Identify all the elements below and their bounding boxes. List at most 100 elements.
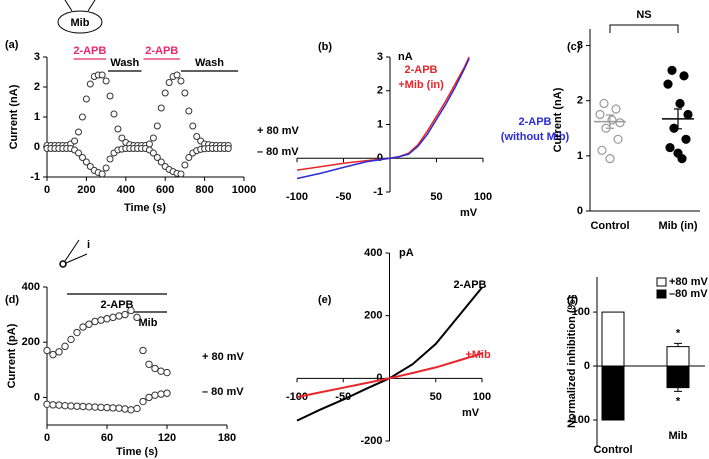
data-point: [97, 403, 105, 412]
data-point: [121, 310, 129, 319]
data-point: [85, 320, 93, 328]
bar: [601, 365, 625, 421]
data-point: [185, 154, 193, 161]
legend-swatch: [656, 289, 667, 299]
x-tick-label: 400: [117, 184, 135, 196]
y-axis-label: Normalized inhibition (%): [566, 296, 578, 428]
data-point: [106, 92, 114, 100]
period-label: Wash: [110, 57, 139, 69]
data-point: [149, 149, 157, 157]
data-point: [127, 306, 135, 315]
y-axis-label: Current (nA): [552, 87, 564, 152]
y-tick-label: 200: [364, 310, 382, 322]
y-tick-label: 0: [377, 152, 383, 164]
y-tick-label: 100: [572, 306, 590, 318]
data-point: [615, 118, 625, 128]
data-point: [61, 342, 69, 351]
series-label: – 80 mV: [257, 146, 299, 158]
data-point: [145, 360, 153, 368]
x-unit: mV: [460, 207, 478, 219]
data-point: [189, 122, 197, 130]
icon-label: Mib: [71, 17, 90, 29]
data-point: [149, 134, 157, 142]
data-point: [599, 98, 609, 109]
data-point: [153, 154, 161, 161]
data-point: [133, 313, 141, 322]
data-point: [145, 393, 153, 402]
data-point: [139, 397, 147, 406]
y-tick-label: 0: [34, 141, 40, 153]
y-tick-label: 1: [377, 118, 383, 130]
x-tick-label: 100: [474, 191, 492, 203]
x-axis-label: Time (s): [124, 202, 166, 214]
y-unit: nA: [398, 51, 413, 63]
data-point: [102, 164, 110, 172]
y-tick-label: 1: [577, 150, 583, 162]
data-point: [82, 95, 90, 103]
annotation: NS: [636, 9, 651, 21]
data-point: [43, 400, 51, 408]
significance: *: [676, 327, 681, 339]
data-point: [78, 154, 86, 161]
panel-label: (c): [567, 41, 581, 53]
data-point: [43, 346, 51, 355]
data-point: [86, 80, 94, 88]
x-tick-label: -50: [335, 391, 351, 403]
data-point: [109, 404, 117, 412]
data-point: [613, 134, 623, 144]
x-tick-label: -50: [336, 191, 352, 203]
panel-label: (d): [5, 294, 19, 306]
y-tick-label: 0: [376, 372, 382, 384]
data-point: [98, 170, 106, 178]
y-tick-label: 0: [34, 391, 40, 403]
error-bar: [674, 387, 682, 392]
y-unit: pA: [399, 247, 414, 259]
y-tick-label: 2: [34, 81, 40, 93]
panel-label: (f): [567, 294, 578, 306]
legend-swatch: [656, 277, 667, 287]
data-point: [98, 71, 106, 79]
data-point: [193, 133, 201, 140]
data-point: [163, 368, 171, 377]
data-point: [161, 89, 169, 97]
data-point: [157, 390, 165, 398]
y-tick-label: 400: [22, 281, 40, 293]
data-point: [102, 77, 110, 85]
legend-label: –80 mV: [669, 288, 708, 300]
y-tick-label: -1: [373, 186, 383, 198]
x-tick-label: 120: [158, 432, 176, 444]
error-bar: [674, 342, 682, 347]
data-point: [665, 142, 675, 153]
series-label: +Mib (in): [398, 79, 444, 91]
data-point: [71, 137, 79, 145]
data-point: [114, 125, 122, 133]
data-point: [663, 79, 673, 89]
y-tick-label: 1: [34, 111, 40, 123]
data-point: [79, 323, 87, 331]
iv-curve: [296, 56, 470, 171]
panel-label: (b): [318, 41, 332, 53]
period-label: 2-APB: [145, 45, 178, 57]
data-point: [177, 170, 185, 178]
data-point: [181, 89, 189, 97]
period-label: 2-APB: [100, 299, 133, 311]
y-tick-label: -100: [568, 414, 590, 426]
data-point: [97, 316, 105, 324]
data-point: [181, 161, 189, 169]
y-axis-label: Current (pA): [6, 323, 18, 388]
series-label: +Mib: [465, 349, 491, 361]
y-axis-label: Current (nA): [8, 84, 20, 149]
data-point: [133, 404, 141, 413]
data-point: [67, 402, 75, 410]
x-tick-label: 1000: [232, 184, 256, 196]
data-point: [224, 145, 232, 152]
series-label: 2-APB: [404, 64, 437, 76]
data-point: [103, 403, 111, 412]
x-tick-label: 600: [156, 184, 174, 196]
data-point: [85, 403, 93, 411]
bar: [666, 365, 690, 389]
x-axis-label: Time (s): [116, 446, 158, 458]
data-point: [73, 402, 81, 410]
data-point: [151, 364, 159, 373]
data-point: [91, 317, 99, 326]
